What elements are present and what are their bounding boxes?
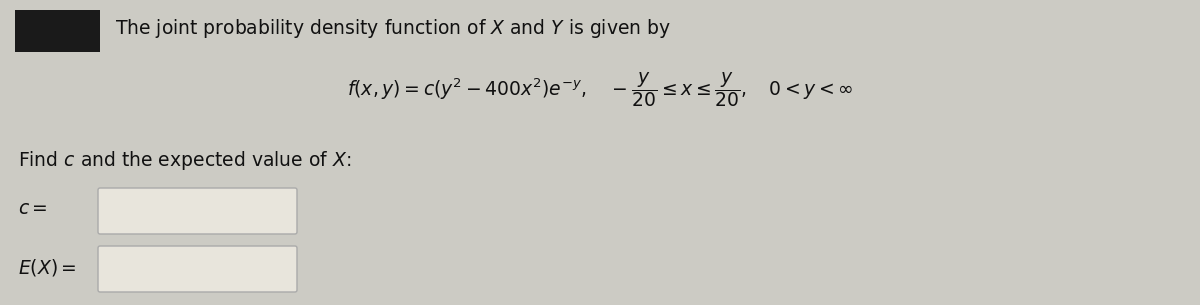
Text: $E(X) =$: $E(X) =$ bbox=[18, 257, 77, 278]
Text: Find $c$ and the expected value of $X$:: Find $c$ and the expected value of $X$: bbox=[18, 149, 352, 171]
Text: $c =$: $c =$ bbox=[18, 199, 48, 218]
Bar bbox=[14, 10, 100, 52]
FancyBboxPatch shape bbox=[98, 188, 298, 234]
Text: The joint probability density function of $X$ and $Y$ is given by: The joint probability density function o… bbox=[115, 16, 671, 40]
FancyBboxPatch shape bbox=[98, 246, 298, 292]
Text: $f(x, y) = c(y^2 - 400x^2)e^{-y}, \quad -\dfrac{y}{20} \leq x \leq \dfrac{y}{20}: $f(x, y) = c(y^2 - 400x^2)e^{-y}, \quad … bbox=[347, 70, 853, 109]
